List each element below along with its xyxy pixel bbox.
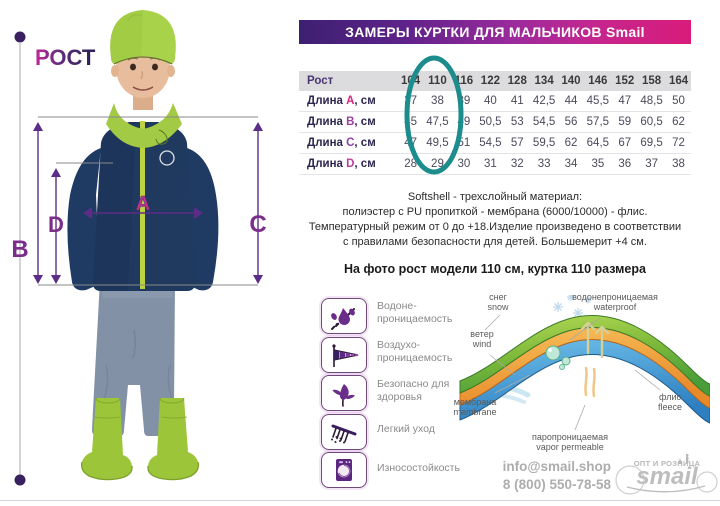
svg-text:membrane: membrane [453, 407, 496, 417]
svg-text:мембрана: мембрана [454, 397, 496, 407]
svg-text:snow: snow [487, 302, 509, 312]
svg-text:vapor permeable: vapor permeable [536, 442, 604, 452]
svg-text:fleece: fleece [658, 402, 682, 412]
svg-text:smail: smail [636, 463, 699, 490]
svg-text:паропроницаемая: паропроницаемая [532, 432, 608, 442]
svg-text:waterproof: waterproof [593, 302, 637, 312]
svg-text:флис: флис [659, 392, 681, 402]
svg-text:wind: wind [472, 339, 492, 349]
svg-text:ветер: ветер [470, 329, 493, 339]
svg-text:водонепроницаемая: водонепроницаемая [572, 292, 658, 302]
svg-text:снег: снег [489, 292, 507, 302]
